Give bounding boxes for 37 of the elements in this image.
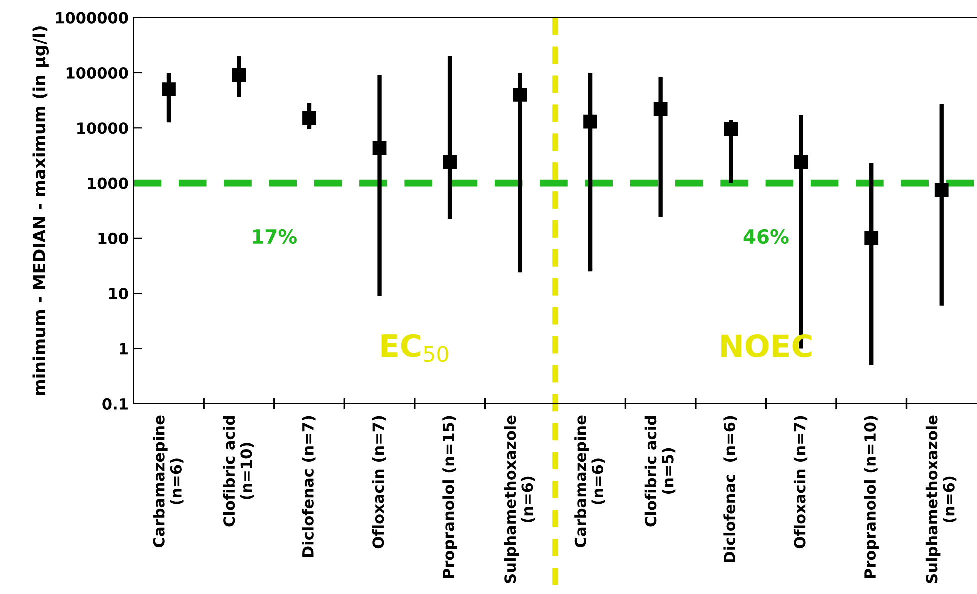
y-tick-label: 0.1 xyxy=(102,398,128,410)
point xyxy=(162,82,176,97)
point xyxy=(724,122,738,136)
y-tick-label: 1 xyxy=(120,343,128,355)
y-tick-label: 100 xyxy=(98,232,128,244)
point xyxy=(443,155,457,170)
y-tick-label: 1000 xyxy=(88,178,128,190)
point xyxy=(513,88,528,102)
x-tick-label: Diclofenac (n=7) xyxy=(302,416,316,558)
point xyxy=(302,111,316,126)
annotation: NOEC xyxy=(722,334,812,358)
annotation: 17% xyxy=(253,229,298,244)
point xyxy=(584,114,598,129)
point xyxy=(232,68,246,82)
x-tick-label: Ofloxacin (n=7) xyxy=(794,416,808,549)
x-tick-label: Carbamazepine (n=6) xyxy=(153,416,184,548)
x-tick-label: Clofibric acid (n=10) xyxy=(223,416,254,527)
x-tick-label: Ofloxacin (n=7) xyxy=(372,416,386,549)
point xyxy=(372,141,387,156)
x-tick-label: Propranolol (n=10) xyxy=(864,416,879,578)
point xyxy=(934,183,949,198)
y-tick-label: 10 xyxy=(109,288,128,300)
x-tick-label: Sulphamethoxazole (n=6) xyxy=(926,416,957,584)
y-tick-label: 1000000 xyxy=(56,12,128,24)
x-tick-label: Carbamazepine (n=6) xyxy=(574,416,606,548)
point xyxy=(654,102,668,116)
y-tick-label: 10000 xyxy=(78,122,128,134)
x-tick-label: Propranolol (n=15) xyxy=(442,416,458,578)
y-tick-label: 100000 xyxy=(66,67,128,79)
y-axis-title: minimum - MEDIAN - maximum (in µg/l) xyxy=(32,26,50,396)
x-tick-label: Diclofenac (n=6) xyxy=(724,416,738,562)
x-tick-label: Sulphamethoxazole (n=6) xyxy=(504,416,536,584)
annotation: EC$_{50}$ xyxy=(382,334,448,362)
annotation: 46% xyxy=(744,229,789,244)
point xyxy=(794,155,808,170)
point xyxy=(864,232,879,246)
x-tick-label: Clofibric acid (n=5) xyxy=(644,416,676,527)
